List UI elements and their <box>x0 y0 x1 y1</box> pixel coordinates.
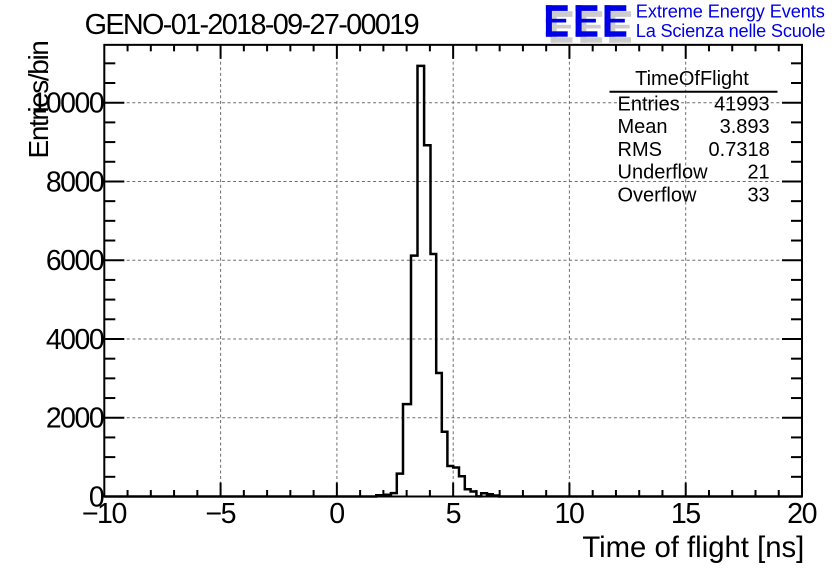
svg-text:RMS: RMS <box>618 139 662 161</box>
svg-text:5: 5 <box>446 498 461 530</box>
svg-text:TimeOfFlight: TimeOfFlight <box>635 68 749 90</box>
svg-text:Entries: Entries <box>618 94 680 116</box>
svg-text:41993: 41993 <box>714 94 770 116</box>
svg-text:3.893: 3.893 <box>720 116 770 138</box>
svg-text:La Scienza nelle Scuole: La Scienza nelle Scuole <box>636 21 826 41</box>
svg-text:Extreme Energy Events: Extreme Energy Events <box>636 2 825 22</box>
svg-text:0: 0 <box>89 482 104 514</box>
svg-text:Entries/bin: Entries/bin <box>23 42 54 159</box>
svg-text:Overflow: Overflow <box>618 184 697 206</box>
svg-text:Mean: Mean <box>618 116 668 138</box>
svg-text:GENO-01-2018-09-27-00019: GENO-01-2018-09-27-00019 <box>85 9 419 41</box>
svg-text:2000: 2000 <box>46 403 104 435</box>
svg-text:−5: −5 <box>205 498 235 530</box>
svg-text:Underflow: Underflow <box>618 162 709 184</box>
svg-text:33: 33 <box>747 184 769 206</box>
svg-text:0.7318: 0.7318 <box>709 139 770 161</box>
svg-text:0: 0 <box>329 498 344 530</box>
svg-text:4000: 4000 <box>46 324 104 356</box>
svg-text:6000: 6000 <box>46 245 104 277</box>
svg-text:15: 15 <box>671 498 700 530</box>
svg-text:10000: 10000 <box>31 88 103 120</box>
svg-text:20: 20 <box>787 498 816 530</box>
svg-text:10: 10 <box>555 498 584 530</box>
svg-text:21: 21 <box>747 162 769 184</box>
svg-text:8000: 8000 <box>46 167 104 199</box>
svg-text:−10: −10 <box>82 498 127 530</box>
svg-text:Time of flight [ns]: Time of flight [ns] <box>582 531 804 564</box>
